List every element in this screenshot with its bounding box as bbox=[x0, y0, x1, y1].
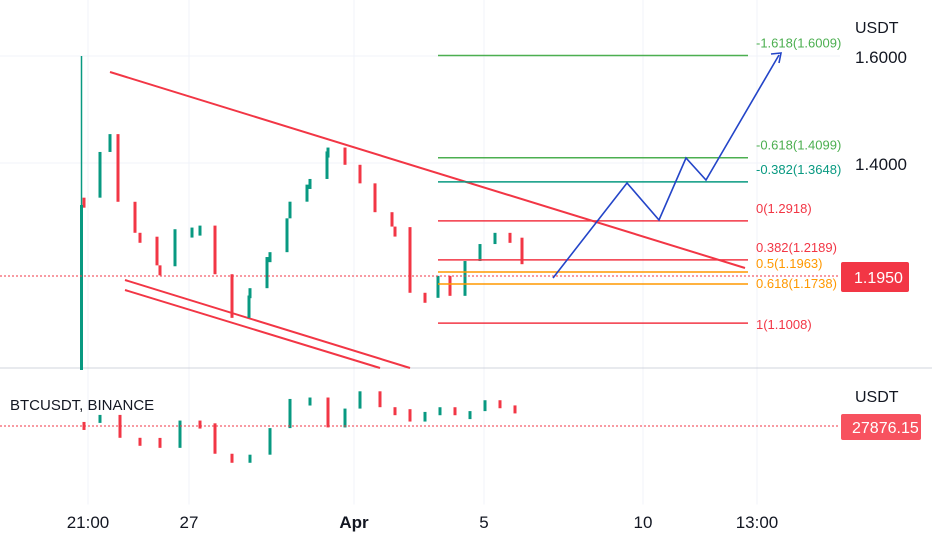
candle-body bbox=[248, 454, 252, 463]
candle-body bbox=[373, 183, 377, 213]
candle-body bbox=[138, 437, 142, 446]
fib-level-label: 0(1.2918) bbox=[756, 201, 812, 216]
candle-body bbox=[308, 397, 312, 406]
candle-body bbox=[378, 391, 382, 408]
candle-body bbox=[326, 147, 330, 158]
candle-body bbox=[116, 134, 120, 202]
grid bbox=[0, 0, 840, 505]
channel-lower-line-1[interactable] bbox=[124, 279, 411, 369]
candle-body bbox=[508, 232, 512, 243]
x-tick-label: 13:00 bbox=[736, 513, 779, 532]
candle-body bbox=[343, 147, 347, 165]
x-tick-label: Apr bbox=[339, 513, 369, 532]
candle-body bbox=[390, 212, 394, 227]
candle-body bbox=[198, 420, 202, 429]
candle-body bbox=[108, 134, 112, 152]
last-price-tag bbox=[841, 262, 909, 292]
candle-body bbox=[436, 275, 440, 298]
fib-level-label: 0.382(1.2189) bbox=[756, 240, 837, 255]
symbol-label[interactable]: BTCUSDT, BINANCE bbox=[10, 397, 154, 414]
btc-last-price-label: 27876.15 bbox=[852, 420, 919, 437]
fib-level-label: -0.618(1.4099) bbox=[756, 138, 841, 153]
candle-body bbox=[325, 151, 329, 179]
candle-body bbox=[408, 409, 412, 422]
candle-body bbox=[448, 275, 452, 296]
candle-body bbox=[453, 407, 457, 416]
candle-body bbox=[423, 292, 427, 303]
fib-level-label: 0.618(1.1738) bbox=[756, 276, 837, 291]
candle-body bbox=[173, 229, 177, 267]
candle-body bbox=[190, 227, 194, 238]
fib-level-label: -0.382(1.3648) bbox=[756, 162, 841, 177]
candle-body bbox=[493, 232, 497, 245]
candle-body bbox=[178, 420, 182, 448]
projection-path[interactable] bbox=[552, 54, 780, 279]
y-tick-label: 1.4000 bbox=[855, 155, 907, 174]
candle-body bbox=[213, 423, 217, 454]
candle-body bbox=[138, 232, 142, 243]
fib-retracement[interactable]: -1.618(1.6009) -0.618(1.4099) -0.382(1.364… bbox=[438, 36, 841, 333]
candle-body bbox=[343, 408, 347, 428]
candle-body bbox=[520, 237, 524, 265]
main-candles bbox=[80, 56, 524, 370]
candle-body bbox=[468, 411, 472, 420]
btc-last-price-tag bbox=[841, 414, 921, 440]
candle-body bbox=[326, 397, 330, 428]
candle-body bbox=[408, 227, 412, 293]
x-tick-label: 21:00 bbox=[67, 513, 110, 532]
candle-body bbox=[248, 288, 252, 299]
candle-body bbox=[230, 274, 234, 318]
x-tick-label: 10 bbox=[634, 513, 653, 532]
candle-body bbox=[80, 205, 83, 370]
y-tick-label: 1.6000 bbox=[855, 48, 907, 67]
candle-body bbox=[98, 151, 102, 198]
fib-level-label: -1.618(1.6009) bbox=[756, 36, 841, 51]
channel-lower-line-2[interactable] bbox=[124, 289, 381, 369]
descending-channel[interactable] bbox=[109, 71, 746, 369]
candle-body bbox=[285, 218, 289, 253]
candle-body bbox=[265, 257, 269, 289]
candle-body bbox=[288, 201, 292, 219]
candle-body bbox=[358, 391, 362, 409]
candle-body bbox=[423, 411, 427, 422]
candle-body bbox=[305, 184, 309, 202]
candle-body bbox=[478, 244, 482, 262]
btc-candles bbox=[82, 391, 517, 463]
x-tick-label: 27 bbox=[180, 513, 199, 532]
candle-body bbox=[155, 236, 159, 266]
lower-unit-label: USDT bbox=[855, 389, 899, 406]
candle-body bbox=[438, 407, 442, 416]
channel-upper-line[interactable] bbox=[109, 71, 746, 269]
fib-level-label: 1(1.1008) bbox=[756, 317, 812, 332]
candle-body bbox=[82, 197, 86, 208]
candle-body bbox=[230, 453, 234, 463]
candle-body bbox=[268, 428, 272, 455]
main-unit-label: USDT bbox=[855, 20, 899, 37]
candle-body bbox=[498, 400, 502, 409]
candle-body bbox=[268, 252, 272, 263]
candle-body bbox=[513, 405, 517, 414]
candle-body bbox=[133, 201, 137, 233]
x-tick-label: 5 bbox=[479, 513, 488, 532]
candle-body bbox=[198, 225, 202, 236]
fib-level-label: 0.5(1.1963) bbox=[756, 256, 823, 271]
candle-body bbox=[158, 437, 162, 448]
candle-body bbox=[393, 407, 397, 416]
candle-body bbox=[393, 226, 397, 237]
candle-body bbox=[483, 400, 487, 412]
projection-arrowhead bbox=[770, 52, 782, 64]
candle-body bbox=[308, 178, 312, 189]
candle-body bbox=[213, 225, 217, 275]
candle-body bbox=[247, 295, 251, 318]
candle-body bbox=[98, 414, 102, 423]
candle-body bbox=[288, 398, 292, 429]
last-price-label: 1.1950 bbox=[854, 270, 903, 287]
candle-body bbox=[463, 261, 467, 296]
time-axis[interactable]: 21:00 27 Apr 5 10 13:00 bbox=[67, 513, 779, 532]
candle-body bbox=[358, 164, 362, 184]
candle-body bbox=[158, 265, 162, 276]
